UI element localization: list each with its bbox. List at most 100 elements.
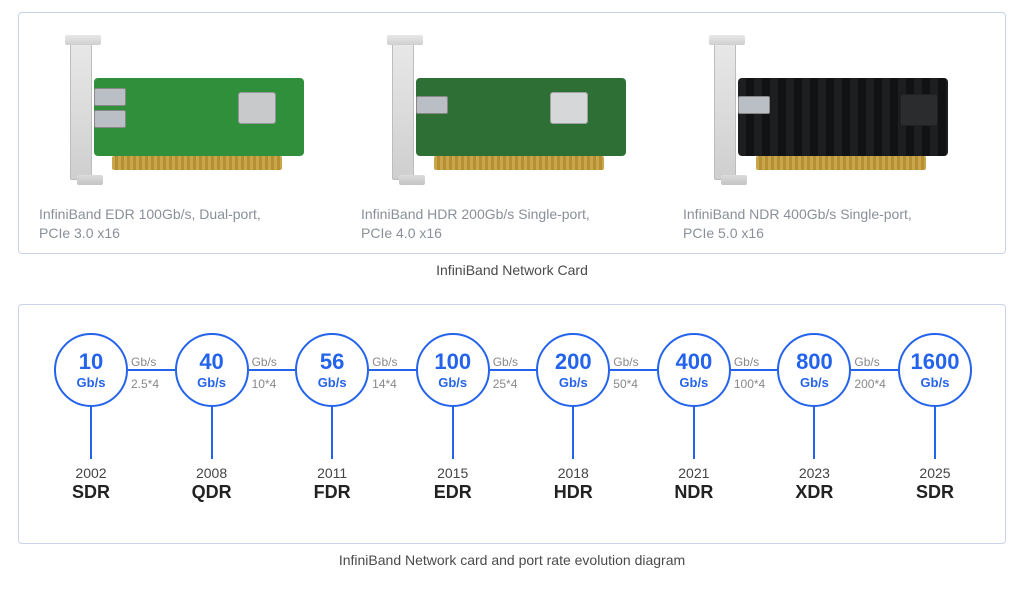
timeline-connector: [490, 369, 537, 371]
timeline-name: SDR: [72, 482, 110, 503]
timeline-value: 400: [675, 351, 712, 373]
nic-cards-caption: InfiniBand Network Card: [18, 262, 1006, 278]
timeline-mid-mult: 10*4: [252, 377, 277, 392]
timeline-connector: [731, 369, 778, 371]
timeline-mid-mult: 25*4: [493, 377, 518, 392]
timeline-unit: Gb/s: [197, 375, 226, 390]
timeline-label: 2002SDR: [72, 465, 110, 503]
timeline-unit: Gb/s: [559, 375, 588, 390]
timeline-node: 56 Gb/s 2011FDR: [290, 333, 374, 503]
timeline-mid-mult: 50*4: [613, 377, 638, 392]
timeline-connector: [851, 369, 898, 371]
timeline-circle: 100 Gb/s: [416, 333, 490, 407]
timeline-value: 800: [796, 351, 833, 373]
timeline-stem: [90, 407, 92, 459]
nic-caption: InfiniBand EDR 100Gb/s, Dual-port,PCIe 3…: [39, 205, 341, 243]
timeline-node: 1600 Gb/s 2025SDR: [893, 333, 977, 503]
timeline-connector: [610, 369, 657, 371]
timeline-value: 10: [79, 351, 103, 373]
timeline-node: 10 Gb/s 2002SDR: [49, 333, 133, 503]
timeline-value: 56: [320, 351, 344, 373]
nic-caption-line: InfiniBand NDR 400Gb/s Single-port,: [683, 205, 985, 224]
timeline-unit: Gb/s: [77, 375, 106, 390]
timeline-stem: [331, 407, 333, 459]
nic-caption-line: InfiniBand HDR 200Gb/s Single-port,: [361, 205, 663, 224]
timeline-year: 2011: [314, 465, 351, 481]
nic-card: InfiniBand NDR 400Gb/s Single-port,PCIe …: [683, 25, 985, 243]
timeline-circle: 400 Gb/s: [657, 333, 731, 407]
timeline-circle: 56 Gb/s: [295, 333, 369, 407]
timeline-node: 100 Gb/s 2015EDR: [411, 333, 495, 503]
timeline-unit: Gb/s: [800, 375, 829, 390]
timeline-label: 2008QDR: [192, 465, 232, 503]
nic-cards-panel: InfiniBand EDR 100Gb/s, Dual-port,PCIe 3…: [18, 12, 1006, 254]
timeline-value: 200: [555, 351, 592, 373]
nic-image: [39, 25, 341, 201]
timeline-panel: 10 Gb/s 2002SDR 40 Gb/s 2008QDR 56 Gb/s 2011FDR 1…: [18, 304, 1006, 544]
timeline-year: 2015: [434, 465, 472, 481]
timeline-node: 800 Gb/s 2023XDR: [772, 333, 856, 503]
timeline-value: 40: [199, 351, 223, 373]
timeline-name: QDR: [192, 482, 232, 503]
timeline-year: 2025: [916, 465, 954, 481]
nic-card: InfiniBand EDR 100Gb/s, Dual-port,PCIe 3…: [39, 25, 341, 243]
timeline-unit: Gb/s: [438, 375, 467, 390]
timeline-mid-unit: Gb/s: [493, 355, 518, 370]
timeline-mid-mult: 200*4: [854, 377, 885, 392]
timeline-connector: [128, 369, 175, 371]
timeline-mid-unit: Gb/s: [131, 355, 156, 370]
timeline-stem: [693, 407, 695, 459]
timeline-unit: Gb/s: [921, 375, 950, 390]
timeline-name: HDR: [554, 482, 593, 503]
timeline-label: 2023XDR: [795, 465, 833, 503]
timeline-label: 2021NDR: [674, 465, 713, 503]
timeline-stem: [934, 407, 936, 459]
timeline-mid-unit: Gb/s: [854, 355, 879, 370]
timeline-year: 2008: [192, 465, 232, 481]
nic-caption: InfiniBand NDR 400Gb/s Single-port,PCIe …: [683, 205, 985, 243]
timeline-circle: 200 Gb/s: [536, 333, 610, 407]
nic-caption-line: InfiniBand EDR 100Gb/s, Dual-port,: [39, 205, 341, 224]
timeline-stem: [813, 407, 815, 459]
timeline-year: 2018: [554, 465, 593, 481]
timeline-stem: [211, 407, 213, 459]
timeline-year: 2002: [72, 465, 110, 481]
timeline-circle: 1600 Gb/s: [898, 333, 972, 407]
timeline-mid-unit: Gb/s: [372, 355, 397, 370]
timeline-connector: [369, 369, 416, 371]
timeline-name: NDR: [674, 482, 713, 503]
nic-caption-line: PCIe 4.0 x16: [361, 224, 663, 243]
timeline-node: 200 Gb/s 2018HDR: [531, 333, 615, 503]
timeline-mid-unit: Gb/s: [734, 355, 759, 370]
timeline-row: 10 Gb/s 2002SDR 40 Gb/s 2008QDR 56 Gb/s 2011FDR 1…: [49, 333, 975, 523]
timeline-year: 2023: [795, 465, 833, 481]
timeline-connector: [249, 369, 296, 371]
nic-caption: InfiniBand HDR 200Gb/s Single-port,PCIe …: [361, 205, 663, 243]
timeline-year: 2021: [674, 465, 713, 481]
timeline-label: 2025SDR: [916, 465, 954, 503]
timeline-name: EDR: [434, 482, 472, 503]
timeline-mid-unit: Gb/s: [613, 355, 638, 370]
timeline-unit: Gb/s: [318, 375, 347, 390]
timeline-circle: 40 Gb/s: [175, 333, 249, 407]
timeline-stem: [452, 407, 454, 459]
nic-image: [683, 25, 985, 201]
timeline-value: 100: [434, 351, 471, 373]
timeline-label: 2018HDR: [554, 465, 593, 503]
timeline-mid-mult: 2.5*4: [131, 377, 159, 392]
timeline-unit: Gb/s: [679, 375, 708, 390]
timeline-name: FDR: [314, 482, 351, 503]
timeline-node: 400 Gb/s 2021NDR: [652, 333, 736, 503]
timeline-circle: 800 Gb/s: [777, 333, 851, 407]
timeline-value: 1600: [911, 351, 960, 373]
timeline-circle: 10 Gb/s: [54, 333, 128, 407]
timeline-stem: [572, 407, 574, 459]
timeline-label: 2015EDR: [434, 465, 472, 503]
nic-card: InfiniBand HDR 200Gb/s Single-port,PCIe …: [361, 25, 663, 243]
timeline-mid-unit: Gb/s: [252, 355, 277, 370]
timeline-label: 2011FDR: [314, 465, 351, 503]
nic-caption-line: PCIe 3.0 x16: [39, 224, 341, 243]
timeline-node: 40 Gb/s 2008QDR: [170, 333, 254, 503]
timeline-mid-mult: 14*4: [372, 377, 397, 392]
timeline-name: XDR: [795, 482, 833, 503]
